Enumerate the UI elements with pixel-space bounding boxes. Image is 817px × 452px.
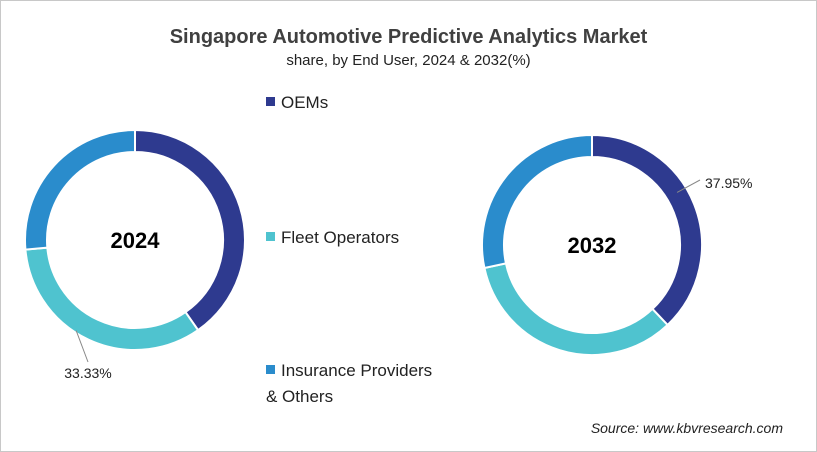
source-note: Source: www.kbvresearch.com bbox=[590, 420, 783, 436]
legend-swatch-fleet bbox=[266, 232, 275, 242]
chart-subtitle: share, by End User, 2024 & 2032(%) bbox=[286, 52, 531, 69]
legend-item-oems: OEMs bbox=[266, 90, 328, 116]
legend-item-insurance: Insurance Providers & Others bbox=[266, 358, 432, 410]
legend-swatch-insurance bbox=[266, 365, 275, 375]
data-label: 37.95% bbox=[705, 175, 752, 191]
donut-segment-2032-insurance-providers-others bbox=[481, 133, 593, 270]
donut-segment-2032-oems bbox=[591, 133, 703, 327]
donut-segment-2032-fleet-operators bbox=[483, 262, 669, 356]
donut-center-label: 2032 bbox=[568, 233, 617, 258]
leader-line bbox=[75, 330, 89, 363]
legend-label: Insurance Providers bbox=[281, 361, 433, 380]
legend-label: Fleet Operators bbox=[281, 228, 400, 247]
donut-segment-2024-fleet-operators bbox=[24, 246, 200, 351]
legend-item-fleet: Fleet Operators bbox=[266, 225, 399, 251]
donut-center-label: 2024 bbox=[111, 228, 161, 253]
data-label: 33.33% bbox=[64, 365, 111, 381]
donut-segment-2024-insurance-providers-others bbox=[24, 128, 136, 251]
legend-swatch-oems bbox=[266, 97, 275, 107]
chart-title: Singapore Automotive Predictive Analytic… bbox=[169, 26, 648, 48]
legend-label-line2: & Others bbox=[266, 387, 334, 406]
leader-line bbox=[676, 179, 701, 193]
legend-label: OEMs bbox=[281, 93, 329, 112]
